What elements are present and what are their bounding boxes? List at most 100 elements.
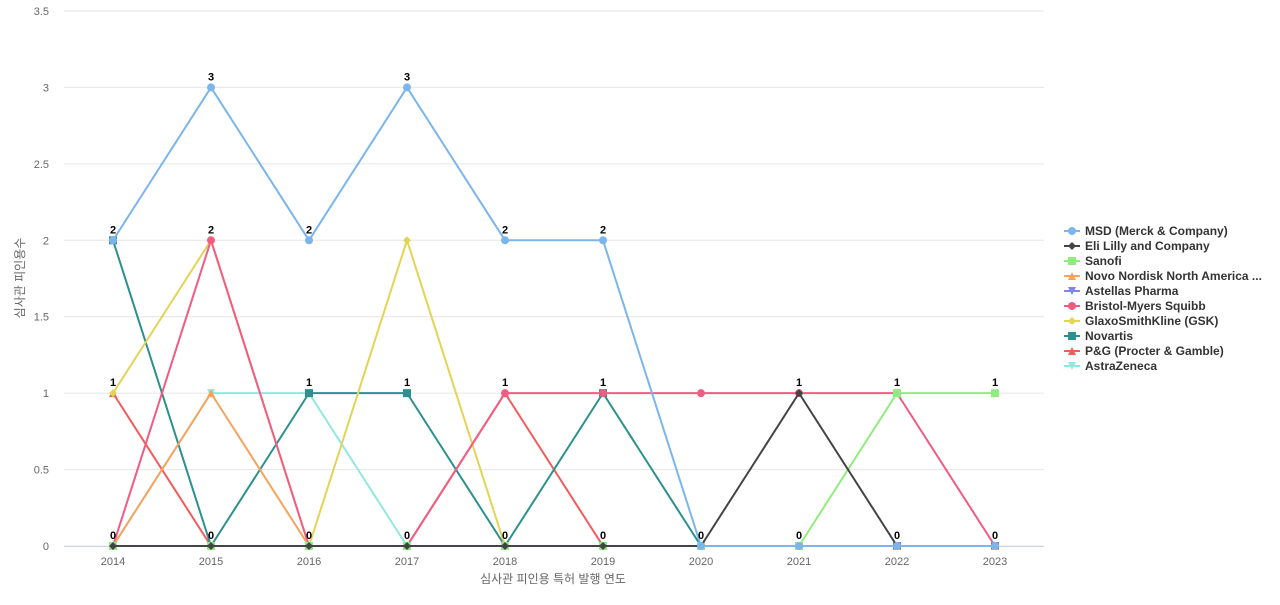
legend-marker[interactable] [1068, 272, 1076, 280]
y-tick-label: 1.5 [34, 312, 49, 324]
x-tick-label: 2023 [983, 556, 1007, 568]
y-tick-label: 0 [43, 541, 49, 553]
data-point[interactable] [795, 542, 803, 550]
data-label: 1 [404, 377, 410, 389]
legend-marker[interactable] [1068, 332, 1076, 340]
legend-marker[interactable] [1068, 287, 1076, 295]
legend-marker[interactable] [1068, 302, 1076, 310]
legend-label: P&G (Procter & Gamble) [1085, 344, 1224, 358]
data-point[interactable] [991, 542, 999, 550]
legend-label: MSD (Merck & Company) [1085, 224, 1228, 238]
legend-label: Bristol-Myers Squibb [1085, 299, 1206, 313]
data-label: 2 [208, 224, 214, 236]
data-point[interactable] [893, 389, 901, 398]
y-tick-label: 3 [43, 82, 49, 94]
data-point[interactable] [109, 236, 117, 245]
x-tick-label: 2022 [885, 556, 909, 568]
legend-item[interactable]: GlaxoSmithKline (GSK) [1064, 314, 1218, 328]
data-label: 0 [502, 530, 508, 542]
data-point[interactable] [893, 542, 901, 550]
legend-marker[interactable] [1068, 227, 1076, 235]
data-label: 0 [208, 530, 214, 542]
data-point[interactable] [207, 83, 215, 92]
y-tick-label: 2 [43, 235, 49, 247]
data-label: 0 [600, 530, 606, 542]
legend-item[interactable]: Astellas Pharma [1064, 284, 1179, 298]
data-point[interactable] [599, 236, 607, 245]
data-point[interactable] [403, 542, 411, 550]
legend-item[interactable]: Novartis [1064, 329, 1133, 343]
data-label: 2 [110, 224, 116, 236]
legend-item[interactable]: MSD (Merck & Company) [1064, 224, 1228, 238]
data-point[interactable] [599, 389, 607, 398]
x-tick-label: 2021 [787, 556, 811, 568]
data-label: 0 [894, 530, 900, 542]
data-point[interactable] [403, 236, 411, 245]
x-tick-label: 2020 [689, 556, 713, 568]
data-label: 1 [796, 377, 802, 389]
data-label: 0 [992, 530, 998, 542]
legend-item[interactable]: Sanofi [1064, 254, 1122, 268]
data-point[interactable] [403, 83, 411, 92]
data-point[interactable] [305, 542, 313, 550]
axis-layer: 0 0.5 1 1.5 2 2.5 3 3.5 2014 2015 2016 2017 2018 2019… [34, 6, 1044, 568]
y-tick-label: 3.5 [34, 6, 49, 18]
data-point[interactable] [501, 389, 509, 398]
legend-item[interactable]: Eli Lilly and Company [1064, 239, 1210, 253]
data-point[interactable] [109, 389, 117, 398]
legend-marker[interactable] [1068, 347, 1076, 355]
data-label: 1 [306, 377, 312, 389]
y-tick-label: 0.5 [34, 465, 49, 477]
series-1 [109, 83, 999, 550]
data-point[interactable] [207, 236, 215, 245]
data-point[interactable] [697, 542, 705, 550]
data-label: 1 [110, 377, 116, 389]
data-point[interactable] [599, 542, 607, 550]
legend-label: Novartis [1085, 329, 1133, 343]
data-point[interactable] [207, 542, 215, 550]
legend-item[interactable]: AstraZeneca [1064, 359, 1157, 373]
x-tick-label: 2015 [199, 556, 223, 568]
legend-marker[interactable] [1068, 257, 1076, 265]
data-point[interactable] [795, 389, 803, 398]
data-point[interactable] [403, 389, 411, 398]
legend-label: Novo Nordisk North America ... [1085, 269, 1262, 283]
data-point[interactable] [991, 389, 999, 398]
data-label: 0 [110, 530, 116, 542]
legend-item[interactable]: Novo Nordisk North America ... [1064, 269, 1262, 283]
legend-label: GlaxoSmithKline (GSK) [1085, 314, 1218, 328]
data-label: 0 [698, 530, 704, 542]
x-tick-label: 2018 [493, 556, 517, 568]
legend-marker[interactable] [1068, 362, 1076, 370]
data-label: 3 [404, 71, 410, 83]
legend[interactable]: MSD (Merck & Company)Eli Lilly and Compa… [1064, 224, 1262, 373]
series-line[interactable] [112, 86, 996, 547]
x-tick-label: 2019 [591, 556, 615, 568]
data-label: 2 [502, 224, 508, 236]
legend-label: AstraZeneca [1085, 359, 1157, 373]
legend-item[interactable]: P&G (Procter & Gamble) [1064, 344, 1224, 358]
legend-label: Sanofi [1085, 254, 1122, 268]
series-line[interactable] [112, 392, 996, 547]
y-tick-label: 1 [43, 388, 49, 400]
data-point[interactable] [305, 236, 313, 245]
data-label-layer: 2 3 2 3 2 2 0 1 1 1 1 2 1 1 1 1 0 0 0 0 0 0 0 0 0 [110, 71, 998, 542]
data-label: 1 [992, 377, 998, 389]
data-point[interactable] [109, 542, 117, 550]
data-point[interactable] [501, 542, 509, 550]
legend-marker[interactable] [1068, 317, 1076, 325]
data-label: 0 [796, 530, 802, 542]
data-label: 0 [306, 530, 312, 542]
legend-marker[interactable] [1068, 242, 1076, 250]
data-point[interactable] [697, 389, 705, 398]
data-point[interactable] [305, 389, 313, 398]
data-label: 1 [600, 377, 606, 389]
y-tick-label: 2.5 [34, 159, 49, 171]
data-point[interactable] [501, 236, 509, 245]
data-point[interactable] [207, 389, 215, 398]
legend-item[interactable]: Bristol-Myers Squibb [1064, 299, 1206, 313]
data-label: 3 [208, 71, 214, 83]
series-line[interactable] [112, 239, 996, 547]
y-axis-title: 심사관 피인용수 [13, 238, 27, 319]
